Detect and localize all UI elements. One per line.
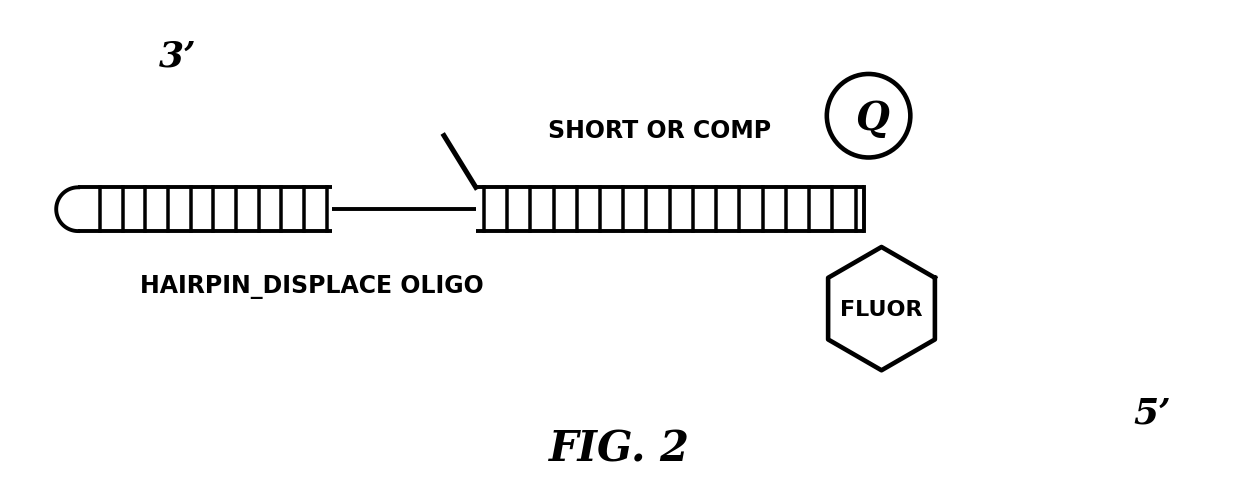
Text: FLUOR: FLUOR: [840, 299, 923, 319]
Text: SHORT OR COMP: SHORT OR COMP: [548, 119, 772, 142]
Text: FIG. 2: FIG. 2: [549, 428, 690, 470]
Text: 5’: 5’: [1134, 395, 1171, 429]
Text: HAIRPIN_DISPLACE OLIGO: HAIRPIN_DISPLACE OLIGO: [140, 274, 483, 298]
Text: 3’: 3’: [159, 39, 197, 73]
Text: Q: Q: [855, 100, 888, 138]
